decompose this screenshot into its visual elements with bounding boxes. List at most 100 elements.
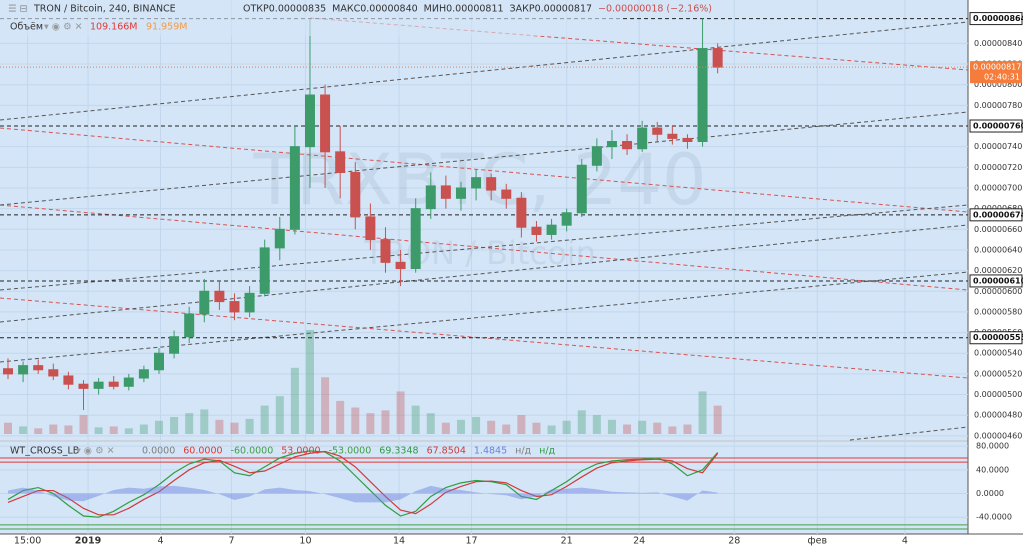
- x-tick-label: 2019: [75, 536, 101, 547]
- trend-line: [0, 111, 969, 206]
- volume-bar: [109, 426, 118, 434]
- legend-value: -60.0000: [231, 446, 274, 457]
- volume-bar: [562, 420, 571, 434]
- x-tick-label: 10: [299, 536, 311, 547]
- legend-value: 0.0000: [142, 446, 175, 457]
- y-tick-label: 0.00000540: [974, 349, 1022, 358]
- volume-bar: [577, 410, 586, 434]
- volume-bar: [124, 428, 133, 434]
- x-tick-label: 24: [633, 536, 645, 547]
- oscillator-line: [7, 450, 719, 516]
- candle-body: [244, 292, 255, 313]
- volume-bar: [34, 428, 43, 434]
- candle-body: [486, 177, 497, 191]
- ohlc-value: МАКС0.00000840: [332, 4, 418, 15]
- level-box: [969, 274, 1023, 288]
- trend-line: [849, 426, 969, 441]
- x-tick-label: фев: [808, 536, 828, 547]
- x-tick-label: 17: [465, 536, 477, 547]
- volume-bar: [366, 413, 375, 434]
- y-tick-label: 40.0000: [976, 465, 1009, 474]
- volume-bar: [321, 377, 330, 434]
- candle-body: [335, 151, 346, 173]
- volume-bar: [472, 416, 481, 434]
- y-tick-label: 0.00000600: [974, 287, 1022, 296]
- volume-bar: [381, 410, 390, 434]
- ohlc-value: −0.00000018 (−2.16%): [598, 4, 712, 15]
- legend-value: н/д: [539, 446, 555, 457]
- candle-body: [637, 127, 648, 150]
- candle-body: [546, 224, 557, 235]
- candle-body: [93, 381, 104, 389]
- y-tick-label: 0.00000460: [974, 431, 1022, 440]
- volume-bar: [532, 422, 541, 434]
- level-label: 0.00000610: [973, 276, 1023, 285]
- candle-body: [410, 208, 421, 270]
- candle-body: [289, 146, 300, 230]
- candle-body: [214, 290, 225, 303]
- ohlc-value: МИН0.00000811: [424, 4, 504, 15]
- volume-bar: [607, 419, 616, 434]
- volume-bar: [154, 420, 163, 434]
- candle-body: [33, 365, 44, 371]
- level-label: 0.00000674: [973, 210, 1023, 219]
- candle-body: [440, 185, 451, 199]
- volume-label[interactable]: Объём: [10, 22, 43, 33]
- volume-bar: [396, 391, 405, 434]
- icons[interactable]: ▾ ◉ ⚙ ✕: [76, 446, 115, 457]
- y-tick-label: 0.00000840: [974, 39, 1022, 48]
- x-tick-label: 28: [728, 536, 740, 547]
- volume-bar: [170, 416, 179, 434]
- x-tick-label: 4: [902, 536, 908, 547]
- trend-line: [309, 17, 969, 71]
- candle-body: [123, 377, 134, 387]
- grid: [0, 0, 968, 534]
- volume-bar: [200, 409, 209, 434]
- volume-bar: [336, 400, 345, 434]
- level-box: [969, 12, 1023, 26]
- y-tick-label: 0.00000780: [974, 101, 1022, 110]
- candle-body: [395, 261, 406, 270]
- volume-bar: [305, 330, 314, 434]
- volume-bar: [64, 425, 73, 434]
- y-tick-label: 0.00000640: [974, 245, 1022, 254]
- trend-line: [0, 21, 969, 121]
- oscillator-pane: [0, 442, 968, 534]
- candle-body: [3, 368, 14, 375]
- volume-bar: [698, 391, 707, 434]
- candle-body: [78, 383, 89, 389]
- level-label: 0.00000555: [973, 333, 1023, 342]
- y-tick-label: 0.00000580: [974, 307, 1022, 316]
- y-tick-label: -40.0000: [976, 513, 1012, 522]
- volume-bar: [713, 405, 722, 434]
- current-price-label: 0.00000817: [973, 63, 1021, 72]
- candle-body: [455, 187, 466, 199]
- volume-bar: [245, 418, 254, 434]
- legend-value: -53.0000: [329, 446, 372, 457]
- candle-body: [108, 381, 119, 387]
- volume-bar: [623, 424, 632, 434]
- volume-bar: [592, 415, 601, 434]
- volume-bar: [19, 426, 28, 434]
- legend-value: 1.4845: [474, 446, 507, 457]
- ohlc-legend: ОТКР0.00000835 МАКС0.00000840 МИН0.0000081…: [243, 4, 712, 15]
- candle-body: [169, 336, 180, 354]
- candle-body: [153, 352, 164, 371]
- menu-icon[interactable]: ☰ ⊟: [8, 4, 28, 15]
- candle-body: [350, 171, 361, 218]
- level-label: 0.00000760: [973, 122, 1023, 131]
- volume-bar: [668, 426, 677, 434]
- trend-lines: [0, 17, 969, 441]
- volume-bar: [49, 424, 58, 434]
- volume-bar: [260, 405, 269, 434]
- icons[interactable]: ▾ ◉ ⚙ ✕: [44, 22, 83, 33]
- plot: [0, 18, 968, 530]
- legend-value: 53.0000: [281, 446, 320, 457]
- candle-body: [682, 137, 693, 143]
- trend-line: [0, 224, 969, 323]
- candle-body: [259, 247, 270, 294]
- candle-body: [18, 365, 29, 375]
- volume-value: 109.166M: [90, 22, 137, 33]
- x-tick-label: 21: [561, 536, 573, 547]
